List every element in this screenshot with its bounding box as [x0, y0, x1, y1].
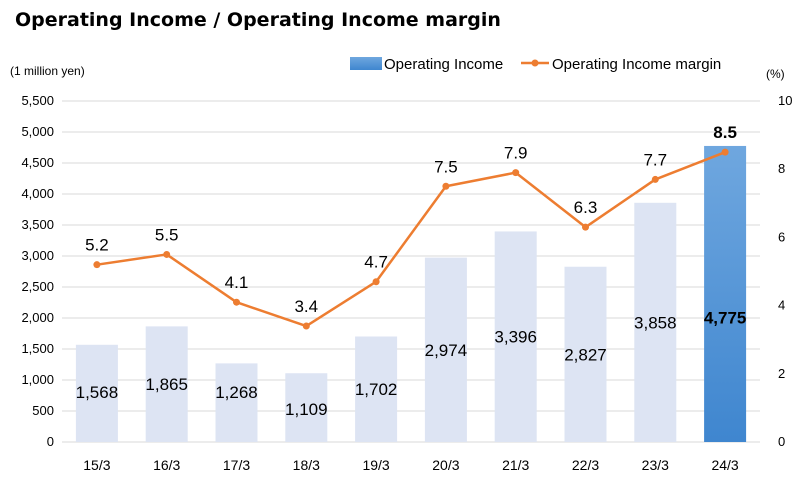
bar-value-label: 4,775: [704, 309, 747, 328]
bar-value-label: 3,396: [494, 328, 537, 347]
margin-value-label: 3.4: [294, 297, 318, 316]
x-tick-label: 16/3: [153, 457, 180, 473]
x-tick-label: 24/3: [711, 457, 738, 473]
bar-value-label: 1,268: [215, 383, 258, 402]
x-tick-label: 22/3: [572, 457, 599, 473]
bar-16-3: [145, 326, 188, 442]
chart-title: Operating Income / Operating Income marg…: [15, 9, 501, 31]
left-tick-label: 4,500: [21, 155, 54, 170]
bar-24-3: [704, 145, 747, 442]
right-axis-unit: (%): [766, 67, 785, 81]
left-tick-label: 1,000: [21, 372, 54, 387]
x-tick-label: 21/3: [502, 457, 529, 473]
left-tick-label: 0: [47, 434, 54, 449]
x-axis-ticks: 15/3 16/3 17/3 18/3 19/3 20/3 21/3 22/3 23/3 24/3: [83, 457, 739, 473]
right-tick-label: 4: [778, 298, 785, 313]
right-tick-label: 0: [778, 434, 785, 449]
margin-point: [721, 148, 729, 156]
bar-23-3: [634, 202, 677, 442]
left-axis-unit: (1 million yen): [10, 64, 85, 78]
margin-value-label: 6.3: [574, 198, 598, 217]
bar-labels: 1,568 1,865 1,268 1,109 1,702 2,974 3,396 2,827…: [76, 309, 747, 419]
left-tick-label: 1,500: [21, 341, 54, 356]
right-tick-label: 6: [778, 229, 785, 244]
margin-value-label: 7.9: [504, 144, 528, 163]
bar-value-label: 2,827: [564, 345, 607, 364]
bar-value-label: 1,702: [355, 380, 398, 399]
margin-point: [93, 261, 101, 269]
bar-17-3: [215, 363, 258, 442]
right-tick-label: 10: [778, 93, 792, 108]
left-tick-label: 5,000: [21, 124, 54, 139]
left-tick-label: 2,000: [21, 310, 54, 325]
x-tick-label: 17/3: [223, 457, 250, 473]
margin-point: [512, 169, 520, 177]
bars: [75, 145, 747, 442]
bar-19-3: [355, 336, 398, 442]
legend-bar-label: Operating Income: [384, 56, 503, 73]
bar-21-3: [494, 231, 537, 442]
bar-22-3: [564, 266, 607, 442]
margin-value-label: 5.5: [155, 225, 179, 244]
bar-value-label: 1,109: [285, 400, 328, 419]
bar-value-label: 1,568: [76, 383, 119, 402]
right-tick-label: 8: [778, 161, 785, 176]
margin-value-label: 8.5: [713, 123, 737, 142]
x-tick-label: 20/3: [432, 457, 459, 473]
x-tick-label: 23/3: [642, 457, 669, 473]
margin-value-label: 5.2: [85, 236, 109, 255]
margin-point: [651, 175, 659, 183]
left-axis-ticks: 0 500 1,000 1,500 2,000 2,500 3,000 3,500 4,000 4…: [21, 93, 54, 449]
margin-point: [372, 278, 380, 286]
margin-point: [233, 298, 240, 306]
left-tick-label: 4,000: [21, 186, 54, 201]
margin-value-label: 7.5: [434, 157, 458, 176]
right-axis-ticks: 0 2 4 6 8 10: [778, 93, 792, 449]
bar-value-label: 1,865: [145, 375, 188, 394]
margin-polyline: [96, 150, 726, 328]
left-tick-label: 3,000: [21, 248, 54, 263]
margin-point: [302, 322, 310, 330]
bar-18-3: [285, 373, 328, 442]
margin-point: [442, 182, 450, 190]
margin-value-label: 4.7: [364, 253, 388, 272]
legend: Operating Income Operating Income margin: [350, 56, 721, 73]
bar-15-3: [75, 344, 118, 442]
x-tick-label: 15/3: [83, 457, 110, 473]
legend-line-label: Operating Income margin: [552, 56, 721, 73]
left-tick-label: 500: [32, 403, 54, 418]
bar-value-label: 3,858: [634, 313, 677, 332]
bar-value-label: 2,974: [425, 341, 468, 360]
legend-bar-swatch: [350, 57, 382, 70]
bar-20-3: [424, 257, 467, 442]
left-tick-label: 5,500: [21, 93, 54, 108]
left-tick-label: 2,500: [21, 279, 54, 294]
margin-line: [93, 148, 729, 330]
x-tick-label: 19/3: [362, 457, 389, 473]
right-tick-label: 2: [778, 366, 785, 381]
margin-labels: 5.2 5.5 4.1 3.4 4.7 7.5 7.9 6.3 7.7 8.5: [85, 123, 737, 316]
margin-point: [582, 223, 589, 231]
left-tick-label: 3,500: [21, 217, 54, 232]
margin-point: [163, 250, 171, 258]
x-tick-label: 18/3: [293, 457, 320, 473]
margin-value-label: 4.1: [225, 273, 249, 292]
legend-line-marker: [531, 59, 539, 67]
margin-value-label: 7.7: [643, 150, 667, 169]
